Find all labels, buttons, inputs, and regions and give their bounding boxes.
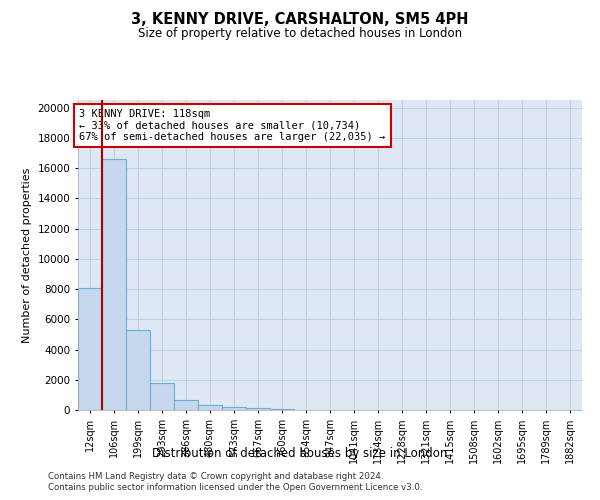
Bar (174, 400, 198, 410)
Bar (246, 408, 270, 410)
Y-axis label: Number of detached properties: Number of detached properties (22, 168, 32, 342)
Text: 3, KENNY DRIVE, CARSHALTON, SM5 4PH: 3, KENNY DRIVE, CARSHALTON, SM5 4PH (131, 12, 469, 28)
Bar (270, 409, 294, 410)
Text: Size of property relative to detached houses in London: Size of property relative to detached ho… (138, 28, 462, 40)
Text: Contains HM Land Registry data © Crown copyright and database right 2024.: Contains HM Land Registry data © Crown c… (48, 472, 383, 481)
Text: Distribution of detached houses by size in London: Distribution of detached houses by size … (152, 448, 448, 460)
Text: 3 KENNY DRIVE: 118sqm
← 33% of detached houses are smaller (10,734)
67% of semi-: 3 KENNY DRIVE: 118sqm ← 33% of detached … (79, 109, 385, 142)
Bar (222, 407, 246, 410)
Bar (198, 405, 222, 410)
Text: Contains public sector information licensed under the Open Government Licence v3: Contains public sector information licen… (48, 484, 422, 492)
Bar (102, 159, 126, 410)
Bar (150, 383, 174, 410)
Bar (78, 288, 102, 410)
Bar (126, 330, 150, 410)
